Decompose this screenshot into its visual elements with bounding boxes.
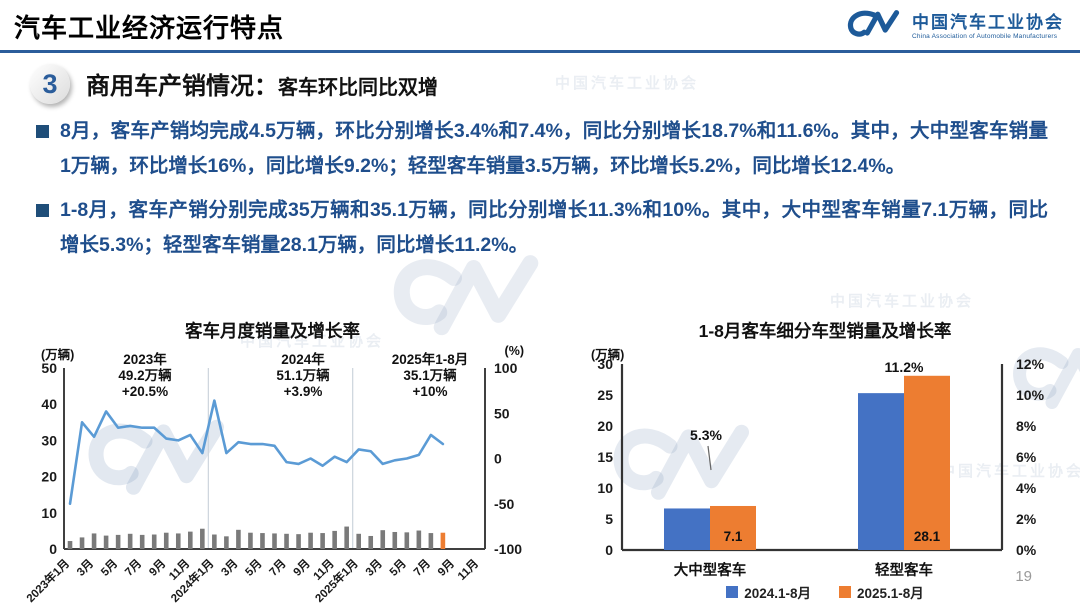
svg-text:5月: 5月 bbox=[243, 557, 265, 579]
svg-text:0: 0 bbox=[49, 541, 57, 557]
svg-text:-100: -100 bbox=[494, 541, 522, 557]
svg-text:2%: 2% bbox=[1016, 511, 1037, 527]
svg-text:+3.9%: +3.9% bbox=[284, 384, 323, 399]
svg-text:2025年1-8月: 2025年1-8月 bbox=[392, 351, 469, 367]
legend-item: 2024.1-8月 bbox=[726, 582, 811, 602]
svg-text:40: 40 bbox=[41, 396, 57, 412]
section-number-badge: 3 bbox=[30, 64, 70, 104]
svg-text:7月: 7月 bbox=[267, 557, 289, 579]
svg-text:35.1万辆: 35.1万辆 bbox=[403, 367, 457, 383]
section-heading: 商用车产销情况：客车环比同比双增 bbox=[86, 66, 438, 101]
page-number: 19 bbox=[1015, 568, 1032, 585]
svg-text:9月: 9月 bbox=[291, 557, 313, 579]
watermark-text: 中国汽车工业协会 bbox=[555, 75, 700, 92]
svg-text:15: 15 bbox=[597, 449, 613, 465]
bullet-text: 1-8月，客车产销分别完成35万辆和35.1万辆，同比分别增长11.3%和10%… bbox=[60, 199, 1048, 256]
svg-text:2023年: 2023年 bbox=[123, 351, 167, 367]
svg-text:-50: -50 bbox=[494, 496, 514, 512]
svg-text:5月: 5月 bbox=[98, 557, 120, 579]
monthly-sales-chart: 客车月度销量及增长率 (万辆) (%) 0 10 20 30 40 50 -100 -50 0 5… bbox=[15, 318, 530, 607]
header-divider bbox=[0, 50, 1080, 53]
chart-title: 1-8月客车细分车型销量及增长率 bbox=[698, 321, 952, 341]
svg-text:5月: 5月 bbox=[387, 557, 409, 579]
svg-text:大中型客车: 大中型客车 bbox=[674, 561, 747, 579]
svg-text:5.3%: 5.3% bbox=[690, 427, 722, 443]
svg-text:49.2万辆: 49.2万辆 bbox=[118, 367, 172, 383]
svg-text:7月: 7月 bbox=[411, 557, 433, 579]
left-axis-unit: (万辆) bbox=[591, 348, 625, 362]
bullet-list: 8月，客车产销均完成4.5万辆，环比分别增长3.4%和7.4%，同比分别增长18… bbox=[36, 114, 1048, 272]
svg-text:8%: 8% bbox=[1016, 418, 1037, 434]
svg-text:3月: 3月 bbox=[363, 557, 385, 579]
svg-text:0: 0 bbox=[605, 542, 613, 558]
legend-item: 2025.1-8月 bbox=[839, 582, 924, 602]
watermark-text: 中国汽车工业协会 bbox=[830, 293, 975, 310]
svg-text:6%: 6% bbox=[1016, 449, 1037, 465]
caam-logo-icon bbox=[844, 5, 904, 48]
svg-text:30: 30 bbox=[597, 356, 613, 372]
svg-text:7月: 7月 bbox=[122, 557, 144, 579]
svg-text:5: 5 bbox=[605, 511, 613, 527]
svg-text:7.1: 7.1 bbox=[724, 529, 743, 544]
left-axis-unit: (万辆) bbox=[41, 348, 75, 362]
square-bullet-icon bbox=[36, 204, 49, 217]
section-title: 商用车产销情况： bbox=[86, 73, 278, 100]
svg-text:9月: 9月 bbox=[147, 557, 169, 579]
svg-text:20: 20 bbox=[597, 418, 613, 434]
svg-text:2024年: 2024年 bbox=[281, 351, 325, 367]
svg-text:51.1万辆: 51.1万辆 bbox=[276, 367, 330, 383]
svg-text:11月: 11月 bbox=[455, 557, 481, 583]
svg-text:+20.5%: +20.5% bbox=[122, 384, 168, 399]
legend-swatch-2024 bbox=[726, 586, 739, 598]
svg-text:30: 30 bbox=[41, 432, 57, 448]
legend-swatch-2025 bbox=[839, 586, 851, 598]
svg-text:轻型客车: 轻型客车 bbox=[875, 561, 933, 579]
legend-label: 2025.1-8月 bbox=[857, 586, 924, 601]
legend-label: 2024.1-8月 bbox=[744, 586, 811, 601]
svg-text:0%: 0% bbox=[1016, 542, 1037, 558]
svg-text:3月: 3月 bbox=[74, 557, 96, 579]
section-subtitle: 客车环比同比双增 bbox=[278, 77, 438, 99]
svg-text:100: 100 bbox=[494, 360, 518, 376]
list-item: 8月，客车产销均完成4.5万辆，环比分别增长3.4%和7.4%，同比分别增长18… bbox=[36, 114, 1048, 184]
svg-text:11.2%: 11.2% bbox=[885, 359, 924, 375]
org-name-block: 中国汽车工业协会 China Association of Automobile… bbox=[912, 13, 1064, 40]
svg-text:25: 25 bbox=[597, 387, 613, 403]
page-title: 汽车工业经济运行特点 bbox=[14, 13, 285, 43]
svg-text:4%: 4% bbox=[1016, 480, 1037, 496]
svg-text:9月: 9月 bbox=[435, 557, 457, 579]
org-logo: 中国汽车工业协会 China Association of Automobile… bbox=[844, 5, 1064, 48]
svg-text:+10%: +10% bbox=[413, 384, 448, 399]
chart-legend: 2024.1-8月 2025.1-8月 bbox=[575, 582, 1075, 602]
segment-sales-chart: 1-8月客车细分车型销量及增长率 (万辆) 0 5 10 15 20 25 30 0% 2% 4%… bbox=[575, 318, 1075, 607]
svg-text:10%: 10% bbox=[1016, 387, 1045, 403]
list-item: 1-8月，客车产销分别完成35万辆和35.1万辆，同比分别增长11.3%和10%… bbox=[36, 193, 1048, 263]
svg-text:10: 10 bbox=[41, 505, 57, 521]
svg-text:50: 50 bbox=[41, 360, 57, 376]
chart-title: 客车月度销量及增长率 bbox=[185, 321, 360, 341]
org-name-cn: 中国汽车工业协会 bbox=[912, 13, 1064, 32]
svg-text:2023年1月: 2023年1月 bbox=[23, 556, 72, 605]
square-bullet-icon bbox=[36, 125, 49, 138]
right-axis-unit: (%) bbox=[504, 344, 524, 358]
svg-text:50: 50 bbox=[494, 405, 510, 421]
org-name-en: China Association of Automobile Manufact… bbox=[912, 33, 1058, 40]
svg-text:28.1: 28.1 bbox=[914, 529, 941, 544]
bullet-text: 8月，客车产销均完成4.5万辆，环比分别增长3.4%和7.4%，同比分别增长18… bbox=[60, 120, 1048, 177]
svg-text:0: 0 bbox=[494, 451, 502, 467]
segment-chart-canvas: 0 5 10 15 20 25 30 0% 2% 4% 6% 8% 10% 12% 7.1 大中型客车 28.1… bbox=[597, 356, 1045, 579]
svg-text:3月: 3月 bbox=[219, 557, 241, 579]
svg-text:12%: 12% bbox=[1016, 356, 1045, 372]
svg-text:20: 20 bbox=[41, 469, 57, 485]
svg-text:10: 10 bbox=[597, 480, 613, 496]
